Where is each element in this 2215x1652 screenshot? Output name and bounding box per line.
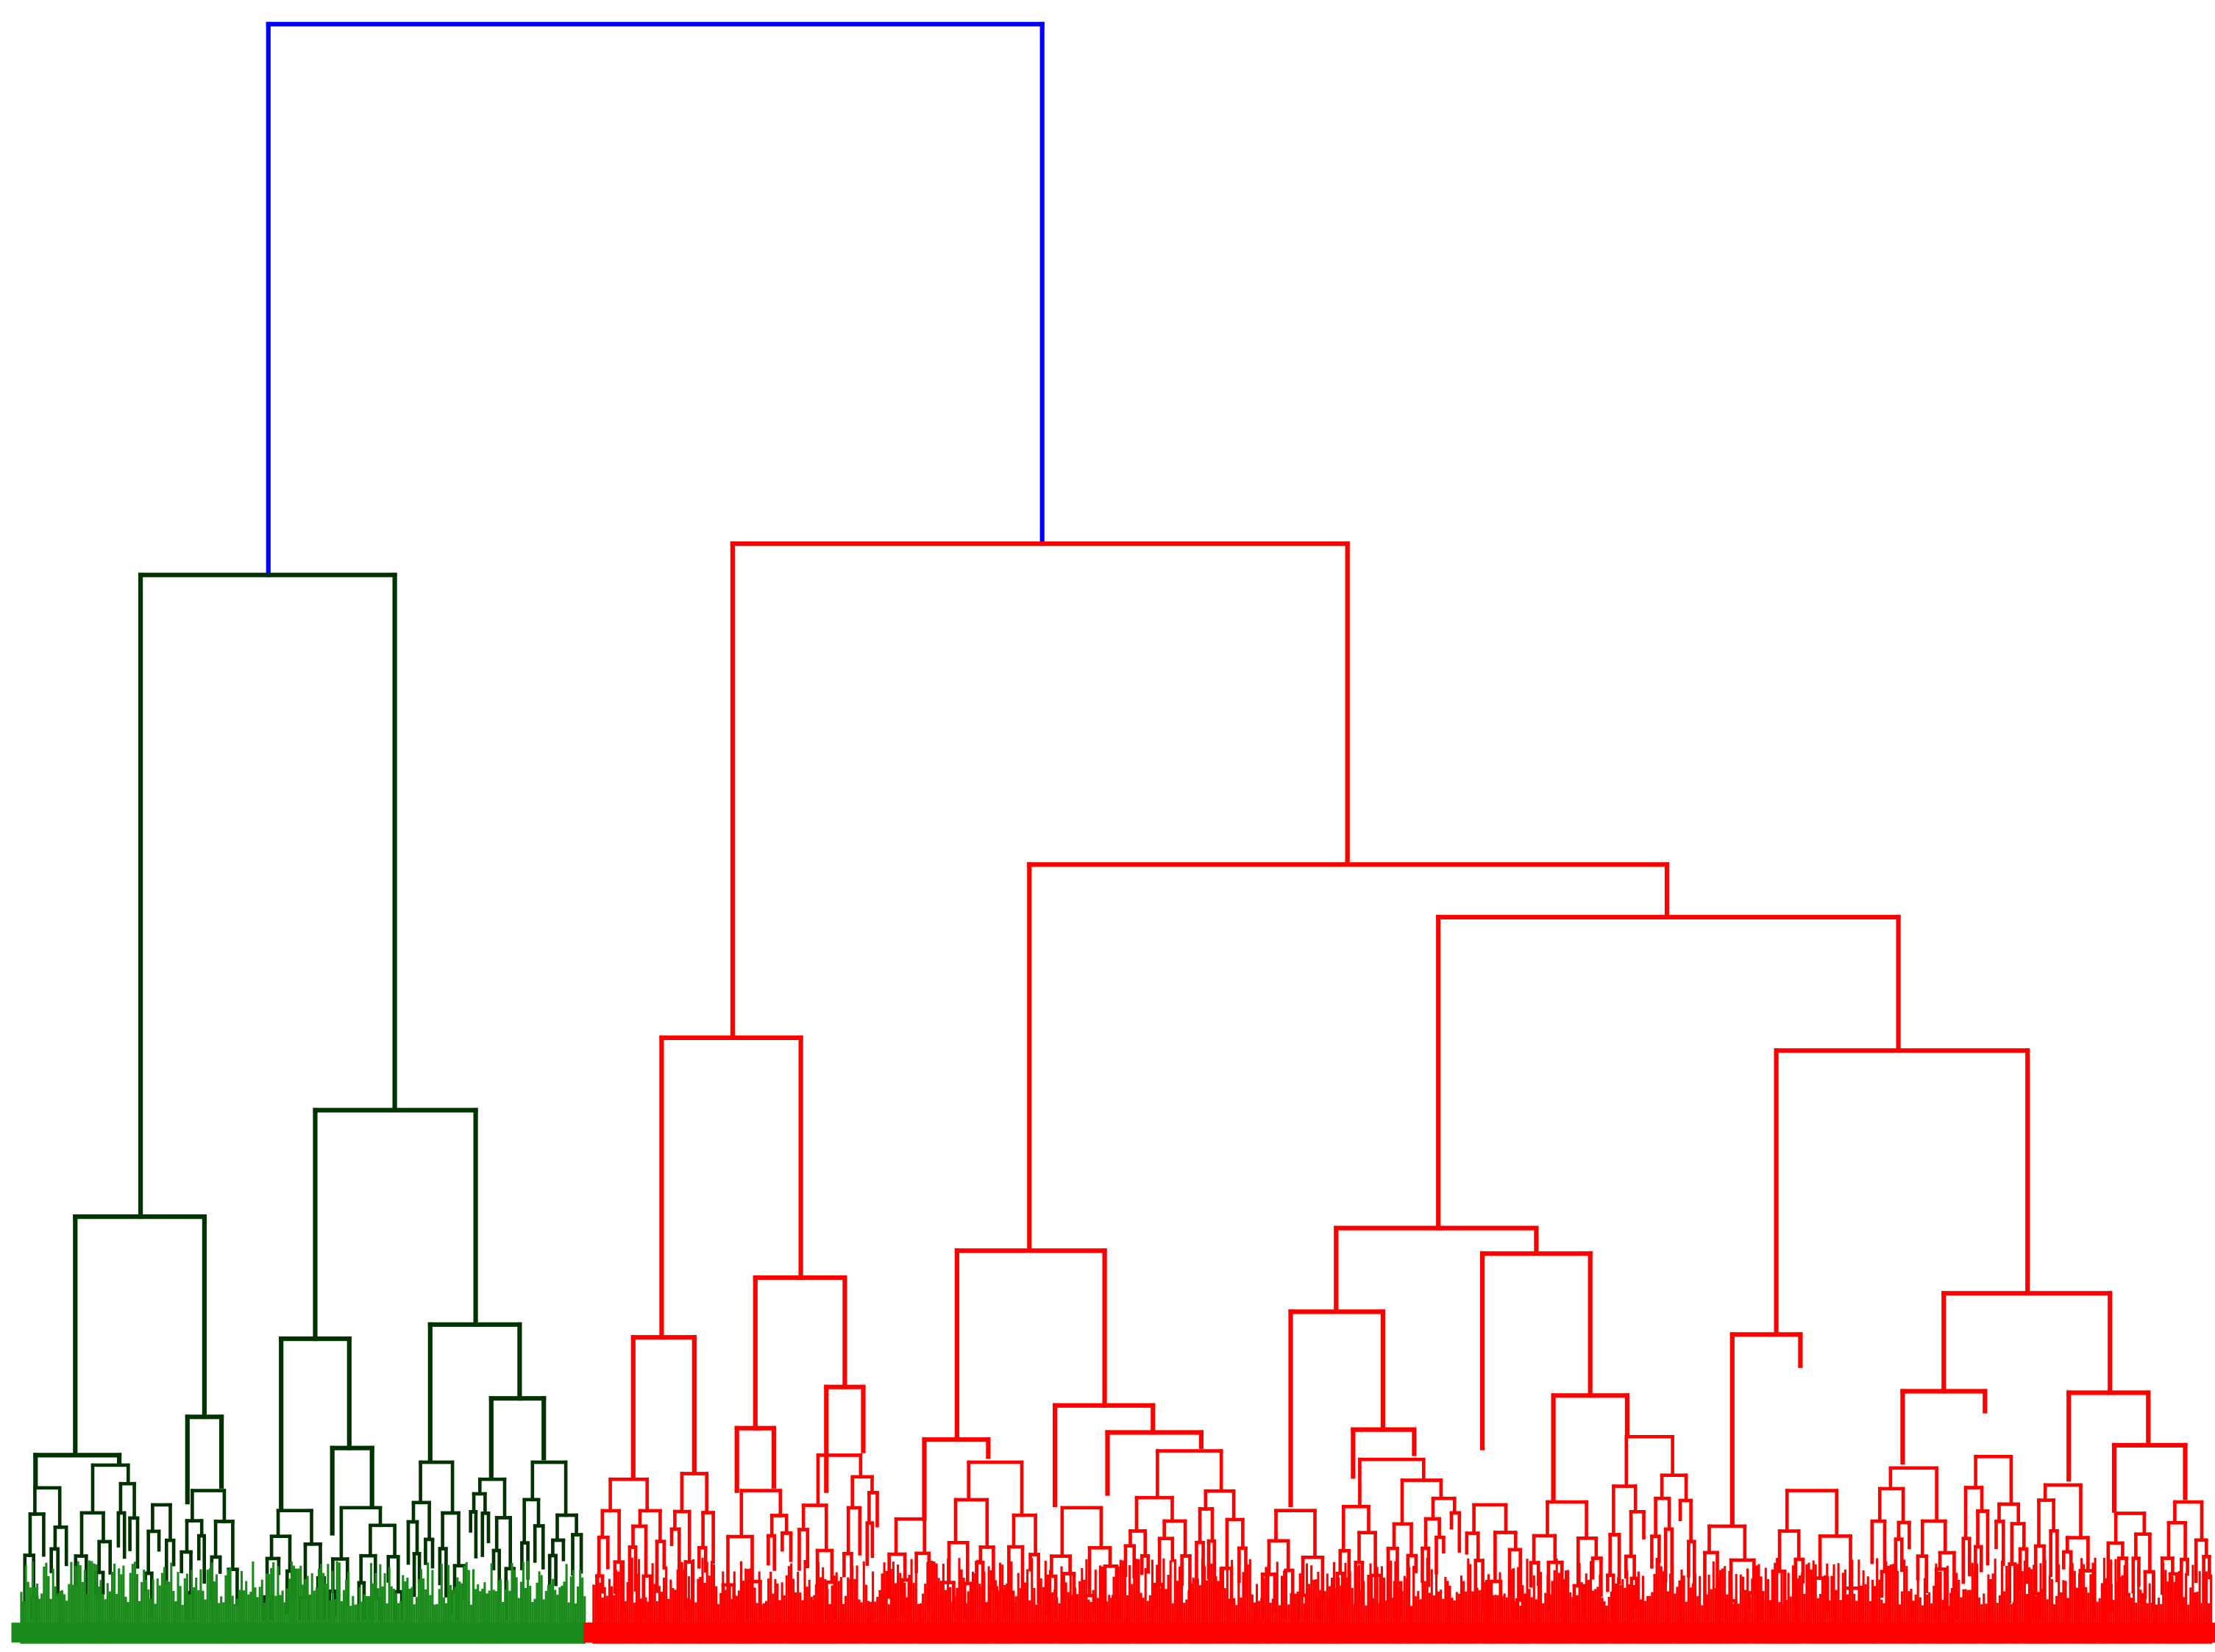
leaf-stubs (11, 1557, 2215, 1644)
main-links (33, 21, 2188, 1536)
